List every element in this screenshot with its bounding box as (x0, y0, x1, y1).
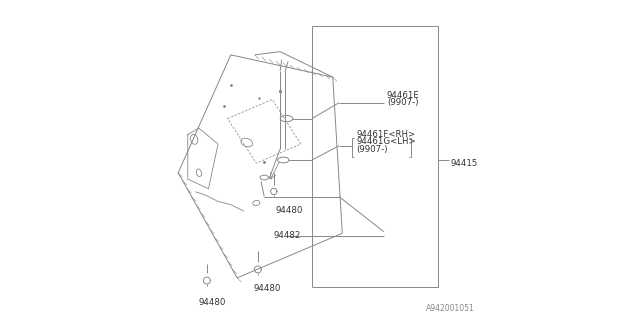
Text: 94461E: 94461E (387, 91, 420, 100)
Text: 94480: 94480 (199, 298, 227, 307)
Text: 94480: 94480 (253, 284, 280, 292)
Text: (9907-): (9907-) (356, 145, 388, 154)
Text: 94415: 94415 (451, 159, 478, 168)
Text: (9907-): (9907-) (387, 98, 419, 107)
Text: 94482: 94482 (274, 231, 301, 240)
Text: A942001051: A942001051 (426, 304, 474, 313)
Text: 94461G<LH>: 94461G<LH> (356, 137, 416, 146)
Text: 94480: 94480 (275, 205, 303, 215)
Text: 94461F<RH>: 94461F<RH> (356, 130, 416, 139)
